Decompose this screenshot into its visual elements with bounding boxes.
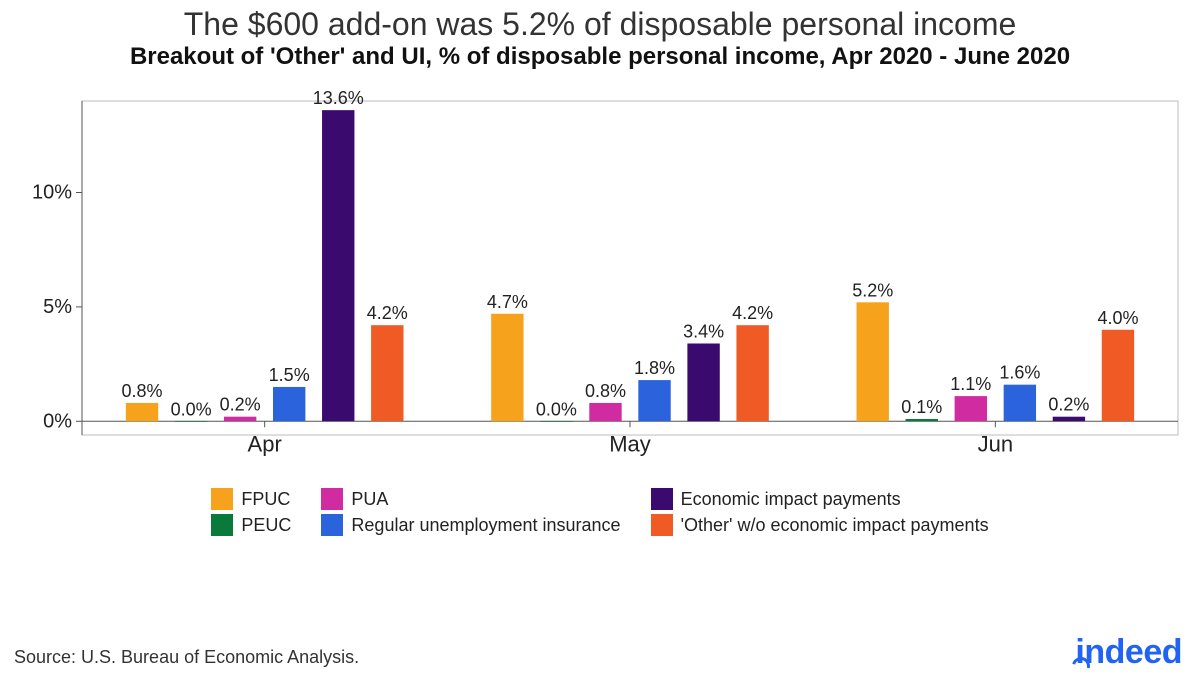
bar xyxy=(906,419,938,421)
legend-item: FPUC xyxy=(211,488,291,510)
legend-label: PUA xyxy=(351,489,388,510)
legend-label: Economic impact payments xyxy=(681,489,901,510)
bar xyxy=(857,302,889,421)
bar-value-label: 0.0% xyxy=(171,399,212,419)
bar-value-label: 4.2% xyxy=(732,303,773,323)
legend-item: 'Other' w/o economic impact payments xyxy=(651,514,989,536)
x-group-label: Apr xyxy=(248,431,282,456)
svg-text:10%: 10% xyxy=(32,182,72,204)
bar xyxy=(224,417,256,422)
legend-item: Regular unemployment insurance xyxy=(321,514,620,536)
legend-label: FPUC xyxy=(241,489,290,510)
indeed-logo-text: indeed xyxy=(1075,633,1182,671)
legend-label: PEUC xyxy=(241,515,291,536)
bar xyxy=(736,325,768,421)
legend-swatch xyxy=(651,488,673,510)
bar-value-label: 3.4% xyxy=(683,321,724,341)
x-group-label: May xyxy=(609,431,651,456)
legend-swatch xyxy=(321,514,343,536)
legend-item: PEUC xyxy=(211,514,291,536)
bar xyxy=(491,314,523,422)
legend-swatch xyxy=(321,488,343,510)
bar-value-label: 13.6% xyxy=(313,88,364,108)
indeed-logo: indeed xyxy=(1075,633,1182,672)
bar xyxy=(1053,417,1085,422)
legend-swatch xyxy=(211,514,233,536)
plot-area: 0% 5% 10% Apr 0.8% 0.0% 0.2% 1.5% 13.6% 4.2% May 4.… xyxy=(10,71,1190,484)
chart-container: The $600 add-on was 5.2% of disposable p… xyxy=(0,0,1200,682)
bar xyxy=(1102,330,1134,422)
chart-title: The $600 add-on was 5.2% of disposable p… xyxy=(10,6,1190,43)
legend-swatch xyxy=(211,488,233,510)
legend-label: 'Other' w/o economic impact payments xyxy=(681,515,989,536)
source-attribution: Source: U.S. Bureau of Economic Analysis… xyxy=(14,647,359,668)
bar xyxy=(175,421,207,422)
bar-value-label: 5.2% xyxy=(852,280,893,300)
bar-value-label: 0.8% xyxy=(585,381,626,401)
bar xyxy=(273,387,305,421)
bar xyxy=(322,110,354,421)
bar-value-label: 4.2% xyxy=(367,303,408,323)
bar-value-label: 4.0% xyxy=(1097,308,1138,328)
bar-chart-svg: 0% 5% 10% Apr 0.8% 0.0% 0.2% 1.5% 13.6% 4.2% May 4.… xyxy=(10,71,1190,479)
bar-value-label: 1.1% xyxy=(950,374,991,394)
legend-label: Regular unemployment insurance xyxy=(351,515,620,536)
svg-text:0%: 0% xyxy=(43,410,72,432)
bar xyxy=(955,396,987,421)
svg-text:5%: 5% xyxy=(43,296,72,318)
bar-value-label: 1.8% xyxy=(634,358,675,378)
bar-value-label: 0.1% xyxy=(901,397,942,417)
legend-item: PUA xyxy=(321,488,620,510)
bar xyxy=(126,403,158,421)
legend-swatch xyxy=(651,514,673,536)
bar-value-label: 0.0% xyxy=(536,399,577,419)
bar-value-label: 0.8% xyxy=(122,381,163,401)
bar-value-label: 4.7% xyxy=(487,292,528,312)
bar-value-label: 1.6% xyxy=(999,363,1040,383)
bar xyxy=(540,421,572,422)
chart-subtitle: Breakout of 'Other' and UI, % of disposa… xyxy=(10,43,1190,71)
bar-value-label: 0.2% xyxy=(220,395,261,415)
bar xyxy=(589,403,621,421)
bar-value-label: 1.5% xyxy=(269,365,310,385)
bar xyxy=(371,325,403,421)
bar-value-label: 0.2% xyxy=(1048,395,1089,415)
bar xyxy=(1004,385,1036,422)
legend-item: Economic impact payments xyxy=(651,488,989,510)
bar xyxy=(638,380,670,421)
legend: FPUC PUA Economic impact payments PEUC Regul… xyxy=(10,488,1190,536)
x-group-label: Jun xyxy=(978,431,1013,456)
bar xyxy=(687,343,719,421)
